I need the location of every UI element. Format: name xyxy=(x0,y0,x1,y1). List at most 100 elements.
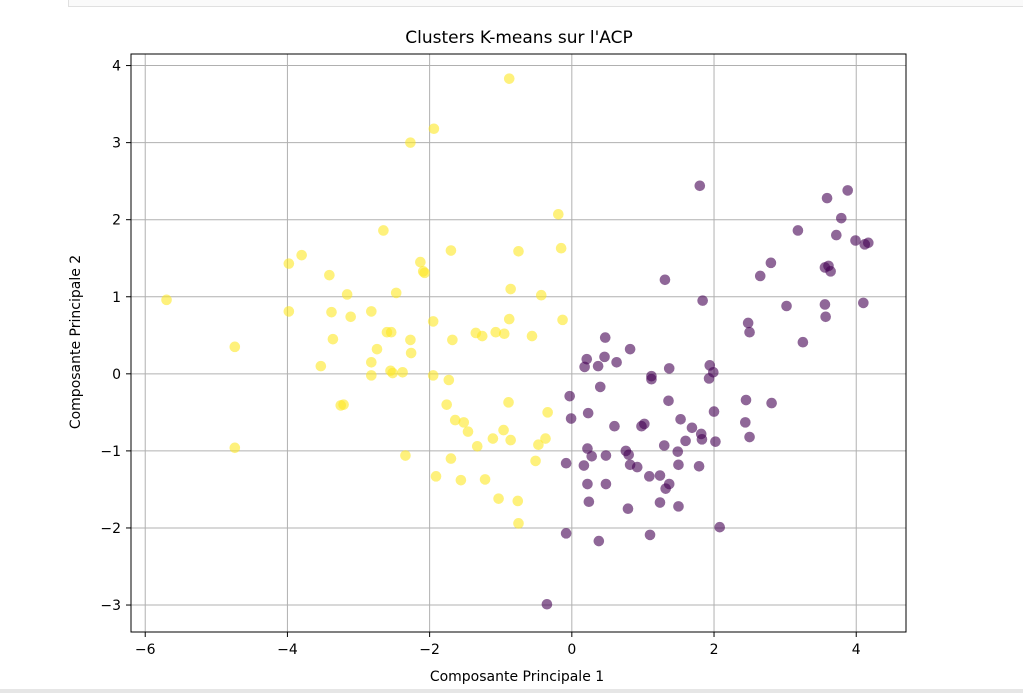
data-point xyxy=(622,503,634,514)
data-point xyxy=(315,360,327,372)
data-point xyxy=(821,192,833,204)
data-point xyxy=(487,433,499,444)
data-point xyxy=(611,356,622,368)
data-point xyxy=(447,334,458,346)
notebook-cell-top-border xyxy=(68,0,1023,7)
data-point xyxy=(505,283,516,295)
data-point xyxy=(327,333,339,345)
x-tick-label: −2 xyxy=(419,642,440,658)
data-point xyxy=(387,367,398,379)
data-point xyxy=(498,328,510,340)
data-point xyxy=(594,381,606,393)
data-point xyxy=(766,397,777,409)
data-point xyxy=(428,123,440,135)
data-point xyxy=(842,185,853,196)
data-point xyxy=(564,390,575,402)
data-point xyxy=(366,306,377,317)
data-point xyxy=(592,360,604,372)
data-point xyxy=(579,361,590,373)
x-tick-label: 2 xyxy=(710,642,719,658)
data-point xyxy=(419,267,430,279)
data-point xyxy=(503,397,514,408)
x-tick-label: 4 xyxy=(852,642,861,658)
data-point xyxy=(503,313,515,325)
y-tick-label: 0 xyxy=(112,367,121,383)
data-point xyxy=(335,400,347,411)
data-point xyxy=(385,326,397,338)
data-point xyxy=(449,414,461,426)
data-point xyxy=(443,374,455,386)
data-point xyxy=(673,501,684,512)
data-point xyxy=(609,420,620,432)
data-point xyxy=(714,521,726,533)
data-point xyxy=(600,450,612,461)
data-point xyxy=(557,314,568,326)
data-point xyxy=(686,422,698,434)
data-point xyxy=(663,395,674,407)
data-point xyxy=(578,460,590,471)
x-tick-label: −4 xyxy=(277,642,298,658)
data-point xyxy=(530,455,541,467)
data-point xyxy=(835,212,847,224)
data-point xyxy=(476,330,488,342)
data-point xyxy=(593,535,605,547)
data-point xyxy=(555,242,567,254)
plot-area-frame xyxy=(130,53,907,633)
data-point xyxy=(415,256,426,268)
data-point xyxy=(710,436,721,447)
data-point xyxy=(765,257,777,269)
data-point xyxy=(744,326,755,338)
y-tick-label: 2 xyxy=(112,213,121,229)
data-point xyxy=(654,497,666,508)
data-point xyxy=(693,461,705,472)
data-point xyxy=(599,351,610,363)
data-point xyxy=(427,370,439,381)
data-point xyxy=(533,439,544,451)
data-point xyxy=(708,406,720,417)
data-point xyxy=(742,317,754,329)
data-point xyxy=(229,442,241,454)
data-point xyxy=(599,332,611,343)
data-point xyxy=(535,289,547,301)
y-tick-label: −3 xyxy=(100,598,121,614)
data-point xyxy=(324,269,335,281)
data-point xyxy=(161,294,172,306)
data-point xyxy=(326,306,337,318)
axis-ticks: −6 −4 −2 0 2 4 −3 −2 −1 0 1 2 3 4 xyxy=(100,59,860,658)
data-point xyxy=(405,137,416,148)
data-point xyxy=(623,449,635,461)
data-point xyxy=(498,424,509,436)
data-point xyxy=(858,297,869,309)
data-point xyxy=(366,356,377,368)
y-tick-label: 1 xyxy=(112,290,121,306)
data-point xyxy=(697,295,708,306)
data-point xyxy=(654,470,666,481)
data-point xyxy=(513,518,524,529)
data-point xyxy=(345,311,357,323)
data-point xyxy=(819,299,831,310)
data-point xyxy=(644,471,655,482)
data-point xyxy=(479,474,491,485)
data-point xyxy=(542,407,553,418)
series-0 xyxy=(161,73,568,529)
data-point xyxy=(397,366,408,378)
grid-lines xyxy=(131,54,906,632)
data-point xyxy=(658,440,670,451)
data-point xyxy=(659,274,671,286)
data-point xyxy=(754,270,766,282)
data-point xyxy=(462,426,474,437)
x-axis-label: Composante Principale 1 xyxy=(430,669,604,685)
data-point xyxy=(505,434,516,446)
data-point xyxy=(405,347,417,359)
data-point xyxy=(541,598,553,610)
data-point xyxy=(696,434,708,445)
data-point xyxy=(703,373,715,384)
data-point xyxy=(390,287,402,299)
data-point xyxy=(366,370,377,381)
data-point xyxy=(825,266,836,277)
y-tick-label: 4 xyxy=(112,59,121,75)
data-points xyxy=(161,73,874,610)
y-tick-label: 3 xyxy=(112,136,121,152)
data-point xyxy=(744,431,755,443)
